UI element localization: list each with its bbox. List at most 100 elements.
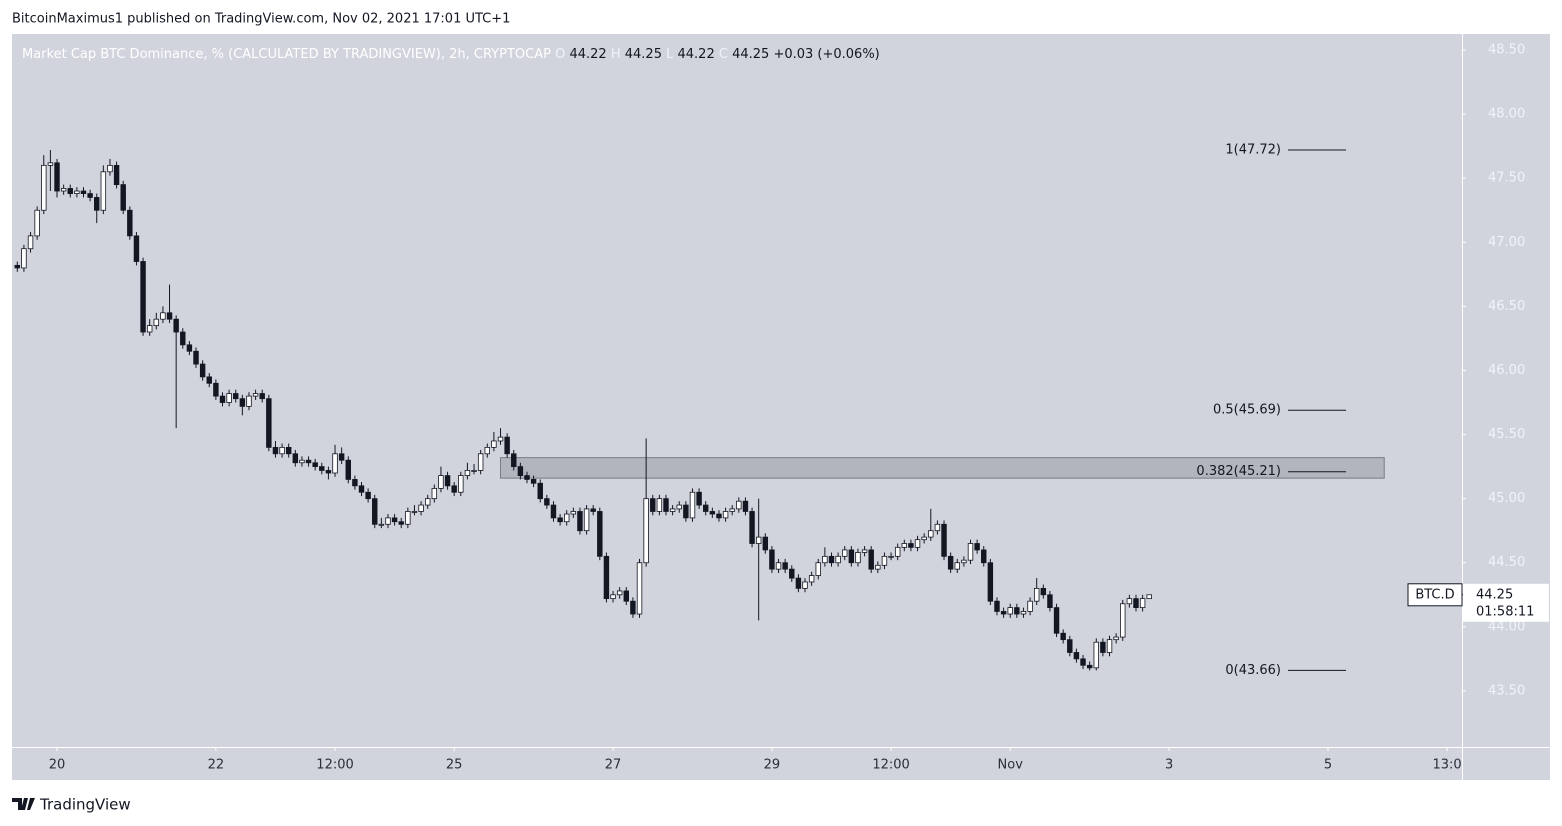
candle [888,552,894,561]
brand-name: TradingView [39,796,131,814]
candle [550,501,557,522]
candle [544,494,550,509]
y-tick-label: 46.50 [1488,299,1525,314]
candle-body [424,498,431,506]
candle-body [305,459,312,464]
candle-body [583,508,590,532]
candle-body [835,555,841,564]
candle-body [894,546,901,557]
candle-body [808,575,815,583]
candle [1086,661,1093,671]
legend-value: 44.22 [678,47,715,62]
candle [1060,629,1066,644]
candle-body [517,466,524,476]
candle [87,189,93,202]
candle-body [742,500,749,512]
attribution: BitcoinMaximus1 published on TradingView… [12,12,510,27]
legend-value: 44.25 [625,47,662,62]
candle [842,546,848,561]
candle-body [696,491,702,506]
candle [537,479,543,503]
candle [1146,594,1152,600]
legend-value: 44.22 [569,47,606,62]
candle [802,578,808,593]
candle-body [663,498,669,512]
candle-body [60,188,67,192]
candle [623,587,630,606]
candle-body [511,453,517,468]
candle-body [1086,664,1093,669]
candle [954,558,960,573]
candle-body [140,261,146,333]
candle [636,558,643,618]
candle [14,261,21,272]
candle [676,501,682,513]
candle [1020,607,1027,618]
x-tick-label: 5 [1324,758,1332,773]
candle [100,165,107,215]
candle [577,507,583,535]
candle-body [186,344,193,352]
candle-body [67,188,73,194]
candle-body [365,491,371,500]
candle [650,494,656,516]
candle-body [34,209,40,237]
candle-body [689,491,696,519]
candle [597,507,603,561]
candle-body [722,511,729,519]
candle-body [325,470,332,474]
candle-body [219,395,226,403]
candle-body [683,504,689,519]
candle [1093,638,1099,671]
candle-body [954,562,960,570]
candle [1080,655,1086,670]
x-tick-label: 3 [1165,758,1173,773]
candle-body [319,466,325,471]
candle [444,471,451,490]
candle-body [259,393,265,400]
candle [762,533,769,554]
legend-value: 44.25 [732,47,769,62]
legend-title: Market Cap BTC Dominance, % (CALCULATED … [22,47,551,62]
candle-body [1139,598,1146,609]
candle-body [173,318,179,333]
candle [1100,638,1106,657]
candle [266,394,272,452]
candle-body [332,453,338,474]
candle [133,232,140,266]
candle [365,488,371,503]
candle-body [372,498,378,525]
candle [590,505,596,516]
candle [974,539,980,554]
candle-body [676,504,682,510]
candle [285,443,292,458]
candle [1106,635,1113,657]
candle-body [391,517,398,523]
candle-body [180,331,186,346]
candle-body [749,511,755,544]
candle-body [120,184,126,211]
candle-body [477,453,484,471]
legend-key: O [555,47,565,62]
candle-body [80,190,87,194]
candle-body [1120,603,1126,638]
candle [947,552,954,573]
candle [769,546,775,573]
candle-body [822,555,828,564]
candle [861,546,868,557]
candle-body [497,436,504,442]
y-tick-label: 43.50 [1488,683,1525,698]
candle [716,510,722,522]
candle-body [709,511,716,515]
candle-body [769,549,775,570]
x-tick-label: 13:0 [1433,758,1462,773]
candle-body [557,517,563,523]
candle [848,546,855,567]
candle-body [272,446,279,455]
candle [967,539,974,565]
candle [616,587,623,599]
candle-body [537,482,543,500]
candle-body [861,549,868,553]
candle [358,481,365,497]
